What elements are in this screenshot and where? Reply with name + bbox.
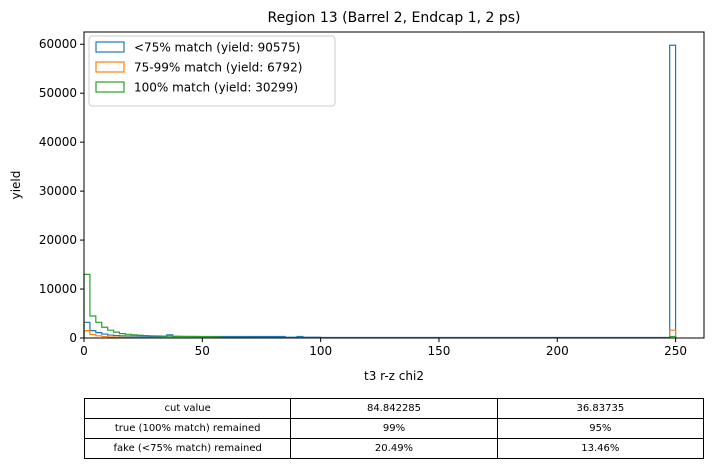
y-axis-ticks: 0 10000 20000 30000 40000 50000 60000 [39,37,84,345]
table-row: true (100% match) remained 99% 95% [83,418,705,439]
table-row-label: fake (<75% match) remained [83,438,292,459]
x-tick-label: 200 [546,344,569,358]
y-tick-label: 40000 [39,135,77,149]
legend-swatch [95,81,125,93]
x-axis-ticks: 0 50 100 150 200 250 [80,338,687,358]
x-tick-label: 0 [80,344,88,358]
legend-swatch [95,61,125,73]
legend-label: <75% match (yield: 90575) [134,41,300,55]
x-tick-label: 50 [195,344,210,358]
table-cell: 13.46% [496,438,705,459]
x-tick-label: 100 [309,344,332,358]
histogram-series-2 [83,273,677,339]
x-axis-label: t3 r-z chi2 [364,369,424,383]
table-cell: 99% [290,418,498,439]
x-tick-label: 250 [664,344,687,358]
y-tick-label: 10000 [39,282,77,296]
legend-label: 75-99% match (yield: 6792) [134,61,302,75]
y-axis-label: yield [9,171,23,200]
table-cell: 20.49% [290,438,498,459]
legend-swatch [95,41,125,53]
plot-frame [83,31,705,339]
table-row-label: true (100% match) remained [83,418,292,439]
y-tick-label: 30000 [39,184,77,198]
table-row: fake (<75% match) remained 20.49% 13.46% [83,438,705,459]
y-tick-label: 60000 [39,37,77,51]
chart-title: Region 13 (Barrel 2, Endcap 1, 2 ps) [267,10,520,26]
table-row-label: cut value [83,398,292,419]
y-tick-label: 20000 [39,233,77,247]
table-cell: 84.842285 [290,398,498,419]
table-cell: 95% [496,418,705,439]
cut-table: cut value 84.842285 36.83735 true (100% … [83,398,705,459]
x-tick-label: 150 [428,344,451,358]
y-tick-label: 50000 [39,86,77,100]
table-row: cut value 84.842285 36.83735 [83,398,705,419]
histogram-chart: Region 13 (Barrel 2, Endcap 1, 2 ps) 0 10… [9,10,705,383]
y-tick-label: 0 [69,331,77,345]
legend-label: 100% match (yield: 30299) [134,81,298,95]
table-cell: 36.83735 [496,398,705,419]
legend: <75% match (yield: 90575) 75-99% match (y… [88,35,336,107]
legend-frame [88,35,336,107]
